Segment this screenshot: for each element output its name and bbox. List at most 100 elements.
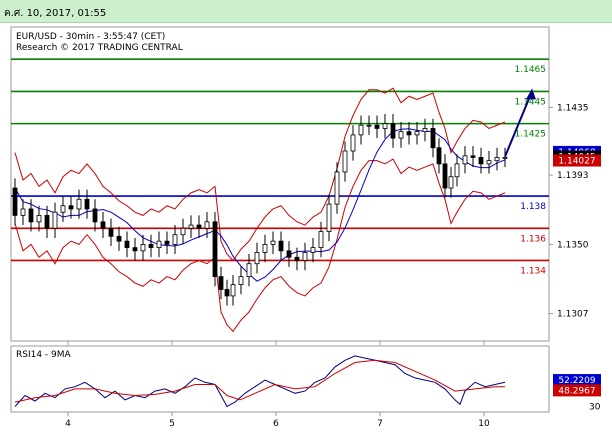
rsi-value-label: 48.2967 [558, 386, 595, 396]
x-tick-label: 4 [65, 419, 71, 429]
bollinger-lower [14, 158, 506, 333]
candle-body [430, 128, 436, 149]
candle-body [224, 289, 230, 297]
candle-body [310, 247, 316, 253]
candle-body [36, 214, 42, 223]
candle-body [84, 198, 90, 210]
x-tick-label: 6 [273, 419, 279, 429]
candle-body [156, 240, 162, 249]
candle-body [124, 240, 130, 249]
candle-body [180, 227, 186, 236]
candle-body [28, 208, 34, 223]
chart-area: EUR/USD - 30min - 3:55:47 (CET) Research… [10, 26, 601, 429]
rsi-value-box [553, 384, 601, 397]
candle-body [448, 176, 454, 189]
candle-body [140, 243, 146, 252]
candle-body [414, 131, 420, 136]
price-tick-label: 1.1393 [557, 171, 589, 181]
candle-body [188, 224, 194, 229]
rsi-ma-line [14, 359, 505, 403]
moving-average [14, 128, 506, 282]
candle-body [60, 205, 66, 213]
candle-body [302, 252, 308, 261]
header-bar: ค.ศ. 10, 2017, 01:55 [0, 0, 612, 23]
forecast-arrow-shaft [504, 91, 533, 158]
candle-body [76, 198, 82, 210]
candle-body [270, 240, 276, 245]
candle-body [52, 211, 58, 229]
level-label: 1.1425 [515, 130, 547, 140]
x-tick-label: 5 [169, 419, 175, 429]
candle-body [462, 155, 468, 165]
chart-title: EUR/USD - 30min - 3:55:47 (CET) [16, 32, 165, 42]
candle-body [422, 128, 428, 133]
level-label: 1.138 [520, 202, 546, 212]
candle-body [382, 123, 388, 129]
candle-body [390, 123, 396, 139]
candle-body [398, 131, 404, 139]
rsi-value-box [553, 374, 601, 387]
price-panel [10, 26, 550, 342]
rsi-value-label: 52.2209 [558, 376, 595, 386]
price-axis: 1.1435 1.1393 1.1350 1.1307 [549, 104, 589, 320]
candle-body [116, 235, 122, 242]
candle-body [262, 243, 268, 253]
rsi-label: RSI14 - 9MA [16, 350, 72, 360]
price-layer [12, 87, 536, 333]
candle-body [148, 243, 154, 249]
level-label: 1.134 [520, 266, 546, 276]
level-label: 1.136 [520, 234, 546, 244]
candle-body [108, 227, 114, 237]
candle-body [254, 252, 260, 265]
candle-body [486, 160, 492, 165]
candle-body [12, 187, 18, 216]
candle-body [212, 221, 218, 277]
candle-body [350, 134, 356, 152]
price-tick-label: 1.1350 [557, 240, 589, 250]
candle-body [318, 231, 324, 249]
candle-body [230, 284, 236, 297]
candle-body [204, 221, 210, 229]
candle-body [436, 147, 442, 165]
candle-body [132, 247, 138, 252]
price-box-label: 1.14027 [558, 157, 595, 167]
candle-body [478, 157, 484, 165]
rsi-tick-label: 30 [589, 403, 601, 413]
candle-body [342, 150, 348, 173]
candle-body [164, 240, 170, 245]
candle-body [238, 276, 244, 286]
price-box [553, 154, 601, 167]
rsi-line [14, 355, 506, 408]
chart-subtitle: Research © 2017 TRADING CENTRAL [16, 43, 183, 53]
candle-body [294, 256, 300, 261]
candle-body [334, 171, 340, 205]
bollinger-upper [14, 87, 506, 262]
price-tick-label: 1.1435 [557, 104, 589, 114]
candle-body [470, 155, 476, 158]
candle-body [172, 234, 178, 245]
candle-body [218, 276, 224, 290]
candle-body [196, 224, 202, 229]
level-label: 1.1465 [515, 65, 547, 75]
candle-body [92, 208, 98, 223]
header-date-time: ค.ศ. 10, 2017, 01:55 [4, 8, 107, 19]
candle-body [278, 240, 284, 252]
price-boxes: 1.140681.140451.14027 [553, 145, 601, 167]
candle-body [286, 250, 292, 258]
candle-body [326, 203, 332, 232]
candle-body [68, 205, 74, 210]
candle-body [44, 214, 50, 229]
candle-body [246, 263, 252, 277]
x-axis: 4 5 6 7 10 [65, 341, 490, 429]
candle-body [374, 124, 380, 129]
candle-body [502, 157, 508, 159]
x-tick-label: 10 [478, 419, 490, 429]
candle-body [358, 124, 364, 136]
candle-body [442, 163, 448, 189]
candle-body [406, 131, 412, 136]
level-label: 1.1445 [515, 97, 547, 107]
candle-body [494, 157, 500, 162]
x-tick-label: 7 [377, 419, 383, 429]
candle-body [100, 221, 106, 229]
